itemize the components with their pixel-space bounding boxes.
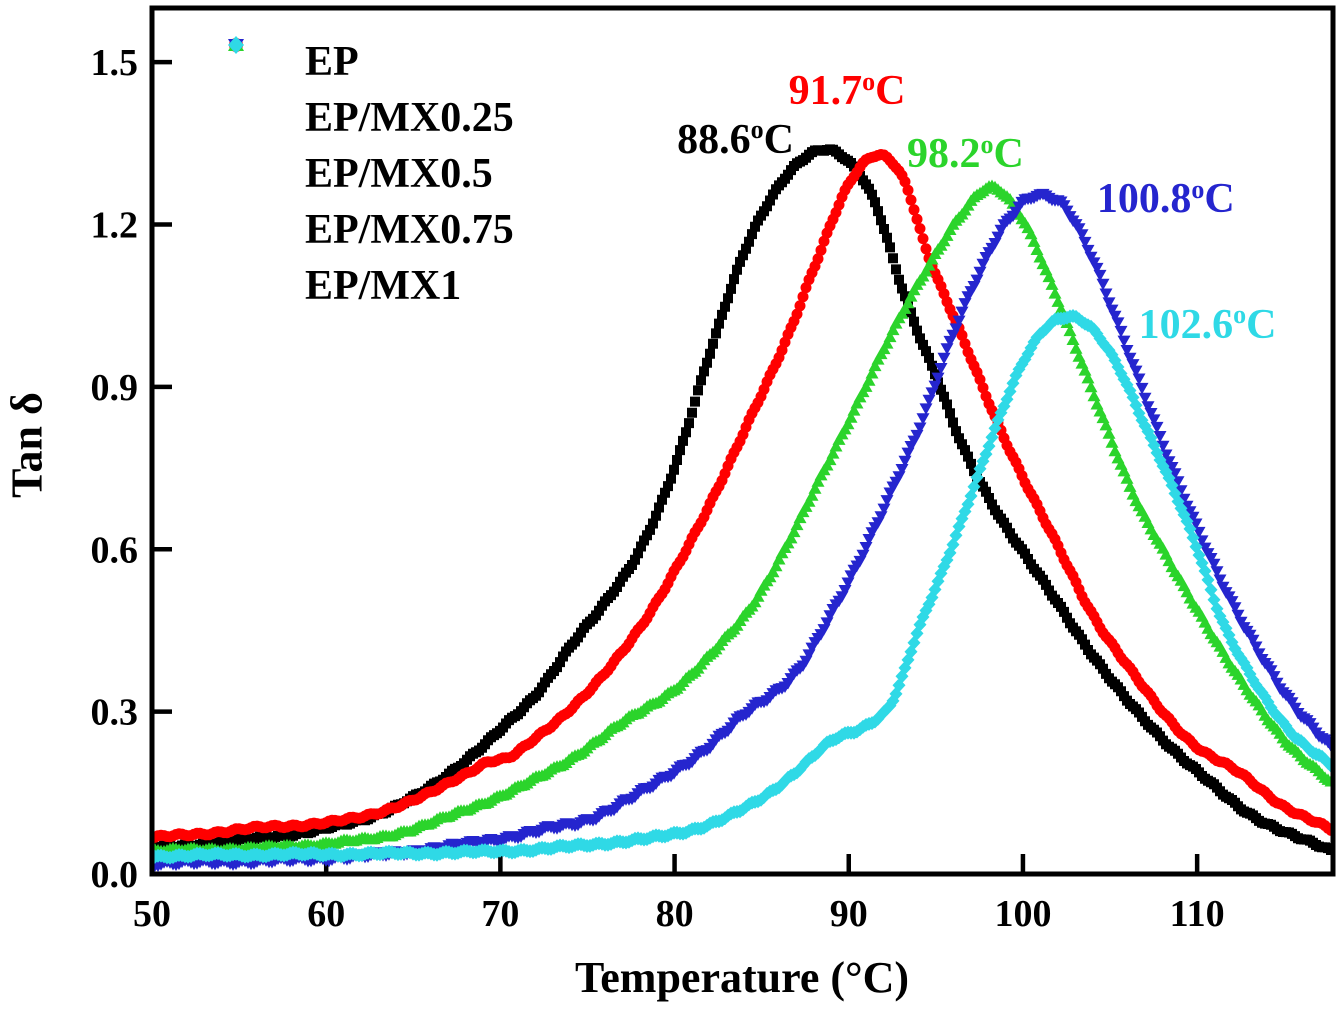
peak-value: 100.8 [1096, 176, 1192, 223]
y-axis-tick-label: 1.2 [91, 205, 139, 247]
legend-item-ep-mx075: EP/MX0.75 [225, 39, 514, 258]
degree-superscript: o [750, 115, 764, 145]
x-axis-tick-label: 70 [481, 893, 519, 935]
peak-value: 98.2 [907, 131, 981, 178]
x-axis-tick-label: 80 [656, 893, 694, 935]
triangle-down-marker-icon [225, 39, 261, 241]
plot-frame [149, 5, 1336, 877]
circle-marker-icon [225, 38, 261, 129]
peak-value: 88.6 [677, 116, 751, 163]
y-axis-tick-label: 0.6 [91, 529, 139, 571]
legend-item-ep-mx1: EP/MX1 [225, 36, 514, 314]
legend-label: EP [305, 39, 359, 85]
peak-value: 91.7 [788, 67, 863, 114]
peak-unit: C [875, 67, 906, 114]
diamond-marker-icon [225, 36, 261, 297]
curves [152, 144, 1333, 873]
peak-unit: C [993, 131, 1024, 178]
peak-annotation-ep-mx05: 98.2oC [907, 129, 1024, 178]
degree-superscript: o [1191, 174, 1205, 204]
legend-label: EP/MX0.25 [305, 95, 514, 141]
x-axis-tick-label: 90 [830, 893, 868, 935]
triangle-up-marker-icon [225, 37, 261, 185]
y-axis-tick-label: 0.9 [91, 367, 139, 409]
peak-value: 102.6 [1138, 301, 1234, 348]
degree-superscript: o [862, 66, 876, 96]
x-axis-tick-label: 50 [133, 893, 171, 935]
y-axis-tick-label: 1.5 [91, 42, 139, 84]
x-axis-title-text: Temperature (°C) [574, 953, 910, 1002]
peak-annotation-ep-mx075: 100.8oC [1096, 174, 1235, 223]
peak-annotation-ep-mx1: 102.6oC [1138, 301, 1277, 348]
x-axis-tick-label: 100 [994, 893, 1051, 935]
y-axis-title: Tan δ [2, 392, 53, 498]
y-axis-tick-label: 0.3 [91, 692, 139, 734]
legend-label: EP/MX0.75 [305, 207, 514, 253]
peak-annotation-ep: 88.6oC [677, 116, 794, 163]
x-axis-title: Temperature (°C) [575, 952, 909, 1003]
legend: EP EP/MX0.25 EP/MX0.5 EP/MX0.75 EP/MX1 [225, 34, 514, 314]
y-axis-tick-label: 0.0 [91, 854, 139, 896]
curve-ep [152, 144, 1333, 855]
legend-label: EP/MX0.5 [305, 151, 493, 197]
degree-superscript: o [1233, 300, 1247, 330]
legend-item-ep-mx025: EP/MX0.25 [225, 38, 514, 146]
peak-unit: C [1204, 176, 1235, 223]
degree-superscript: o [980, 129, 994, 159]
peak-unit: C [763, 116, 794, 163]
curve-ep-mx1 [152, 309, 1333, 865]
x-axis-tick-label: 110 [1170, 893, 1225, 935]
y-axis-title-text: Tan δ [2, 392, 52, 498]
peak-unit: C [1246, 301, 1277, 348]
legend-item-ep: EP [225, 34, 514, 90]
peak-annotation-ep-mx025: 91.7oC [788, 66, 906, 114]
x-axis-tick-label: 60 [307, 893, 345, 935]
legend-label: EP/MX1 [305, 263, 462, 309]
legend-item-ep-mx05: EP/MX0.5 [225, 37, 514, 202]
axis-ticks: 50 60 70 80 90 100 110 0.0 0.3 0.6 0.9 1.2 1.5 [91, 42, 1225, 935]
